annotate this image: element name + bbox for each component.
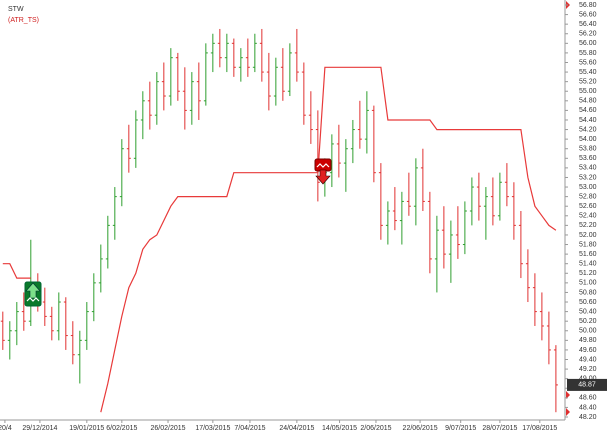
chart-title: STW (8, 6, 24, 13)
x-tick-label: 22/06/2015 (403, 425, 438, 432)
y-tick-label: 51.20 (579, 270, 597, 277)
y-tick-label: 52.60 (579, 203, 597, 210)
price-bars (0, 28, 558, 413)
x-tick-label: 2/06/2015 (360, 425, 391, 432)
x-tick-label: 7/04/2015 (234, 425, 265, 432)
x-tick-label: 26/02/2015 (151, 425, 186, 432)
x-tick-label: 14/05/2015 (322, 425, 357, 432)
y-tick-label: 50.80 (579, 289, 597, 296)
y-tick-label: 52.00 (579, 232, 597, 239)
y-tick-label: 51.60 (579, 251, 597, 258)
x-tick-label: 24/04/2015 (279, 425, 314, 432)
y-tick-label: 55.40 (579, 69, 597, 76)
x-tick-label: 28/07/2015 (482, 425, 517, 432)
y-tick-label: 55.20 (579, 78, 597, 85)
y-tick-label: 54.00 (579, 136, 597, 143)
y-tick-label: 54.80 (579, 98, 597, 105)
y-tick-label: 48.20 (579, 414, 597, 421)
y-tick-label: 55.80 (579, 50, 597, 57)
y-tick-label: 54.20 (579, 126, 597, 133)
last-price-box (567, 378, 607, 391)
y-tick-label: 56.60 (579, 11, 597, 18)
y-tick-label: 53.20 (579, 174, 597, 181)
sell-signal (314, 158, 332, 185)
last-price-label: 48.87 (578, 382, 596, 389)
y-tick-label: 52.80 (579, 193, 597, 200)
y-tick-label: 54.60 (579, 107, 597, 114)
y-tick-label: 48.60 (579, 395, 597, 402)
y-tick-label: 53.00 (579, 184, 597, 191)
x-tick-label: 6/02/2015 (106, 425, 137, 432)
y-tick-label: 51.80 (579, 241, 597, 248)
y-tick-label: 49.20 (579, 366, 597, 373)
y-tick-label: 55.00 (579, 88, 597, 95)
x-tick-label: 20/4 (0, 425, 12, 432)
x-tick-label: 17/03/2015 (195, 425, 230, 432)
buy-signal (24, 281, 42, 307)
y-tick-label: 52.40 (579, 213, 597, 220)
y-tick-label: 56.20 (579, 31, 597, 38)
y-tick-label: 48.40 (579, 404, 597, 411)
y-tick-label: 50.40 (579, 308, 597, 315)
x-tick-label: 9/07/2015 (445, 425, 476, 432)
y-tick-label: 50.20 (579, 318, 597, 325)
y-tick-label: 49.40 (579, 356, 597, 363)
y-tick-label: 53.80 (579, 146, 597, 153)
y-tick-label: 50.60 (579, 299, 597, 306)
y-tick-label: 56.00 (579, 40, 597, 47)
y-tick-label: 53.60 (579, 155, 597, 162)
atr-stop-line (2, 66, 557, 413)
x-tick-label: 29/12/2014 (22, 425, 57, 432)
y-tick-label: 51.40 (579, 261, 597, 268)
y-tick-label: 53.40 (579, 165, 597, 172)
y-tick-label: 49.80 (579, 337, 597, 344)
y-tick-label: 56.80 (579, 2, 597, 9)
y-tick-label: 52.20 (579, 222, 597, 229)
x-tick-label: 17/08/2015 (522, 425, 557, 432)
y-tick-label: 51.00 (579, 280, 597, 287)
y-tick-label: 54.40 (579, 117, 597, 124)
y-tick-label: 56.40 (579, 21, 597, 28)
y-tick-label: 55.60 (579, 59, 597, 66)
axis-marker (566, 391, 570, 399)
x-tick-label: 19/01/2015 (69, 425, 104, 432)
indicator-label: (ATR_TS) (8, 17, 39, 24)
y-tick-label: 49.60 (579, 347, 597, 354)
y-tick-label: 50.00 (579, 328, 597, 335)
axis-marker (566, 408, 570, 416)
